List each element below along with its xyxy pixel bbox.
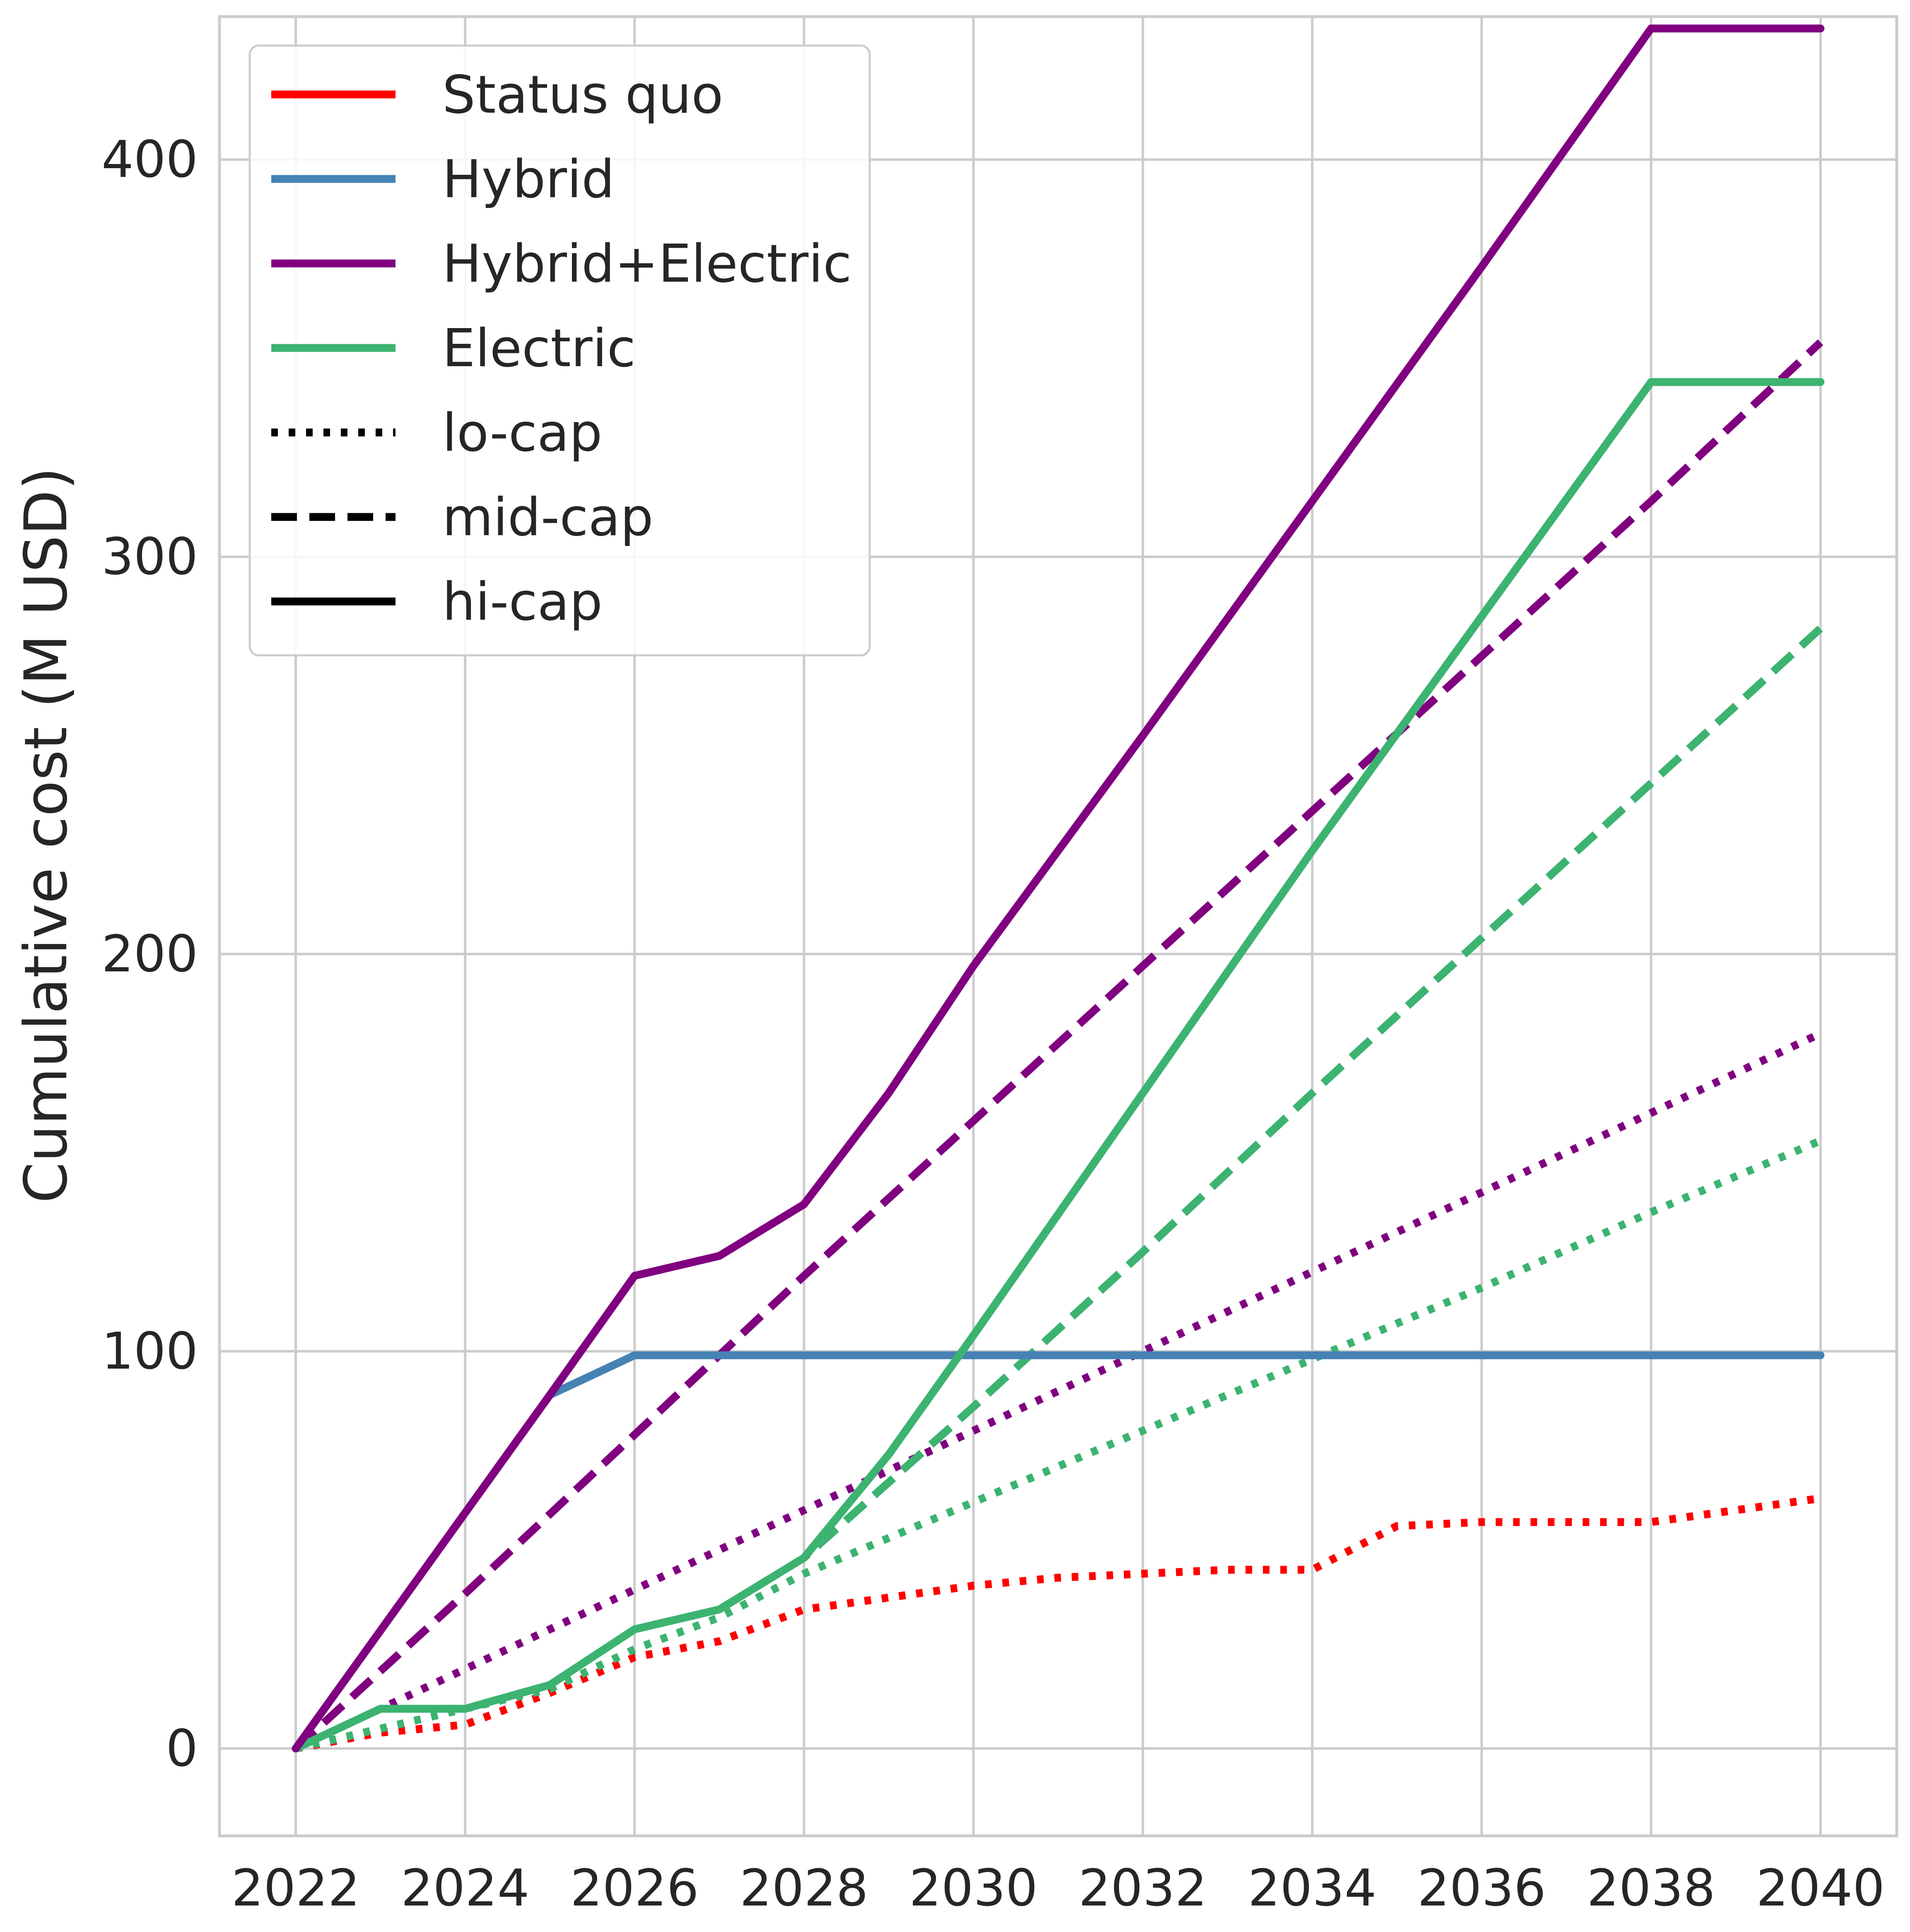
- y-tick-label: 0: [166, 1719, 198, 1778]
- legend-box: [248, 44, 871, 657]
- grid-lines: [219, 17, 1897, 1836]
- plot-frame: [218, 15, 1898, 1838]
- y-tick-label: 400: [101, 130, 198, 189]
- legend-label-lo-cap: lo-cap: [442, 402, 602, 463]
- series-line-status-quo-lo-cap: [295, 1494, 1821, 1753]
- x-tick-label: 2026: [570, 1859, 699, 1918]
- legend-label-hybrid-plus-electric: Hybrid+Electric: [442, 233, 852, 294]
- x-tick-label: 2032: [1078, 1859, 1207, 1918]
- x-tick-label: 2030: [909, 1859, 1037, 1918]
- series-line-electric-hi-cap: [292, 378, 1825, 1753]
- x-tick-label: 2034: [1248, 1859, 1376, 1918]
- tick-labels: 2022 2024 2026 2028 2030 2032 2034 2036 2038 2040…: [101, 130, 1885, 1918]
- x-tick-label: 2024: [401, 1859, 529, 1918]
- legend-label-electric: Electric: [442, 318, 636, 379]
- legend-label-hybrid: Hybrid: [442, 149, 615, 210]
- series-line-hybrid-plus-electric-hi-cap: [292, 24, 1825, 1753]
- x-tick-label: 2040: [1756, 1859, 1885, 1918]
- x-tick-label: 2022: [232, 1859, 360, 1918]
- series-lines: [292, 24, 1825, 1753]
- series-line-hybrid-hi-cap: [292, 1351, 1825, 1753]
- legend-label-hi-cap: hi-cap: [442, 571, 603, 632]
- x-tick-label: 2028: [740, 1859, 868, 1918]
- legend: Status quo Hybrid Hybrid+Electric Electric l…: [248, 44, 871, 657]
- series-line-hybrid-plus-electric-mid-cap: [293, 339, 1823, 1752]
- x-tick-label: 2036: [1417, 1859, 1546, 1918]
- y-tick-label: 300: [101, 527, 198, 586]
- legend-label-mid-cap: mid-cap: [442, 487, 654, 548]
- y-axis-label: Cumulative cost (M USD): [12, 467, 80, 1203]
- y-tick-label: 100: [101, 1322, 198, 1381]
- series-line-hybrid-plus-electric-lo-cap: [294, 1030, 1822, 1752]
- y-tick-label: 200: [101, 925, 198, 983]
- legend-label-status-quo: Status quo: [442, 64, 723, 125]
- x-tick-label: 2038: [1587, 1859, 1715, 1918]
